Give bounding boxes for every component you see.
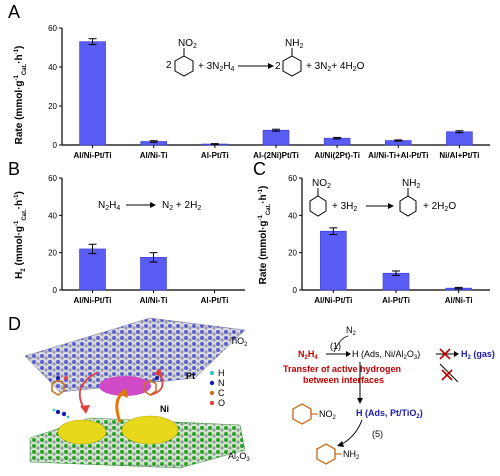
aniline-molecule-icon (143, 376, 159, 396)
catalyst-structure-illustration: TiO2 Pt Ni Al2O3 H N C O (24, 317, 250, 469)
hydrogen-transfer-arrow (115, 390, 125, 423)
transfer-label-line2: between interfaces (303, 375, 384, 385)
chart-a-ylabel: Rate (mmol·g-1Cat.·h-1) (14, 46, 28, 145)
chart-b-category-label: Al/Ni-Ti (140, 296, 168, 305)
panel-label-c: C (253, 159, 266, 179)
chart-b-ytick-label: 40 (48, 211, 57, 220)
chart-b-bar (140, 257, 167, 291)
chart-b: 0 20 40 60 Al/Ni-Pt/Ti Al/Ni-Ti Al-Pt/Ti (48, 174, 245, 305)
svg-text:NH2: NH2 (285, 38, 303, 50)
panel-label-b: B (8, 159, 20, 179)
svg-text:2: 2 (275, 61, 281, 72)
svg-text:N: N (218, 378, 225, 388)
chart-b-ytick-label: 20 (48, 249, 57, 258)
chart-a-category-label: Al/Ni-Ti+Al-Pt/Ti (368, 151, 428, 160)
chart-b-category-label: Al-Pt/Ti (201, 296, 229, 305)
svg-text:2: 2 (166, 60, 172, 71)
chart-c-ytick-label: 0 (293, 286, 298, 295)
chart-a-bar (446, 131, 473, 146)
svg-text:O: O (218, 398, 225, 408)
chart-a-bar (262, 129, 290, 146)
chart-c-ytick-label: 20 (288, 249, 297, 258)
svg-text:NO2: NO2 (312, 178, 331, 190)
chart-a-category-label: Al/Ni(2Pt)-Ti (314, 151, 360, 160)
chart-b-ytick-label: 60 (48, 174, 57, 183)
aniline-icon (282, 48, 302, 77)
nitro-label: NO2 (319, 409, 337, 421)
svg-text:NH2: NH2 (402, 178, 420, 190)
element-legend: H N C O (209, 368, 225, 408)
step-5-label: (5) (372, 429, 383, 439)
chart-a-ytick-label: 0 (53, 141, 58, 150)
chart-c-category-label: Al-Pt/Ti (382, 296, 410, 305)
svg-text:+ 3H2: + 3H2 (332, 201, 357, 213)
svg-text:H: H (218, 368, 225, 378)
chart-a-category-label: Al/Ni-Ti (140, 151, 168, 160)
chart-c-ytick-label: 40 (288, 211, 297, 220)
aniline-icon (399, 188, 417, 217)
ni-particle-right (121, 415, 179, 445)
svg-text:+ 3N2H4: + 3N2H4 (198, 61, 235, 73)
h-ads-ni-label: H (Ads, Ni/Al2O3) (352, 349, 420, 361)
mechanism-scheme: N2 (1) N2H4 H (Ads, Ni/Al2O3) H2 (gas) T… (283, 325, 495, 465)
chart-b-category-label: Al/Ni-Pt/Ti (73, 296, 111, 305)
nitrobenzene-scheme-icon (292, 403, 318, 425)
step-1-label: (1) (330, 341, 341, 351)
blocked-cross-icon (439, 348, 451, 360)
chart-c-bar (320, 230, 347, 291)
chart-c-ylabel: Rate (mmol·g-1Cat.·h-1) (258, 186, 272, 285)
amine-label: NH2 (343, 449, 360, 461)
nitrobenzene-molecule-icon (51, 376, 68, 396)
chart-b-ytick-label: 0 (53, 286, 58, 295)
chart-a-ytick-label: 20 (48, 102, 57, 111)
chart-b-equation: N2H4 N2 + 2H2 (98, 200, 201, 212)
chart-c-category-label: Al/Ni-Ti (445, 296, 473, 305)
chart-c: 0 20 40 60 Al/Ni-Pt/Ti Al-Pt/Ti Al/Ni-Ti (288, 174, 490, 305)
chart-a-ytick-label: 40 (48, 63, 57, 72)
svg-text:+ 2H2O: + 2H2O (423, 201, 456, 213)
chart-b-bar (79, 248, 106, 291)
chart-a-category-label: Al-Pt/Ti (201, 151, 229, 160)
ni-particle-left (57, 419, 107, 445)
pt-label: Pt (186, 371, 195, 381)
tio2-layer (24, 317, 246, 393)
hydrazine-molecule-icon (52, 408, 70, 419)
chart-a-equation: 2 NO2 + 3N2H4 2 NH2 + 3N2+ 4H2O (166, 38, 365, 77)
panel-label-d: D (8, 314, 21, 334)
chart-b-ylabel: H2 (mmol·g-1Cat.·h-1) (14, 191, 28, 279)
chart-c-ytick-label: 60 (288, 174, 297, 183)
h-ads-pt-label: H (Ads, Pt/TiO2) (356, 408, 423, 420)
chart-a-category-label: Al-(2Ni)Pt/Ti (253, 151, 299, 160)
chart-a-category-label: Al/Ni-Pt/Ti (74, 151, 112, 160)
tio2-label: TiO2 (230, 336, 248, 348)
blocked-cross-icon (441, 369, 453, 381)
chart-c-category-label: Al/Ni-Pt/Ti (314, 296, 352, 305)
svg-text:N2H4: N2H4 (98, 200, 120, 212)
chart-a: 0 20 40 60 Al/Ni-Pt/Ti Al/Ni-Ti Al-Pt/Ti Al-(2N… (48, 24, 490, 160)
pt-cluster (99, 376, 151, 396)
chart-a-ytick-label: 60 (48, 24, 57, 33)
n2-product: N2 (346, 325, 357, 337)
svg-text:+ 3N2+ 4H2O: + 3N2+ 4H2O (306, 61, 365, 73)
aniline-scheme-icon (316, 443, 342, 465)
chart-a-bar (79, 41, 106, 146)
al2o3-label: Al2O3 (228, 451, 250, 463)
hydrazine-label: N2H4 (298, 349, 318, 361)
nitrobenzene-icon (174, 48, 194, 77)
transfer-label-line1: Transfer of active hydrogen (283, 364, 401, 374)
svg-text:N2 + 2H2: N2 + 2H2 (162, 200, 201, 212)
chart-c-equation: NO2 + 3H2 NH2 + 2H2O (309, 178, 456, 217)
nitrobenzene-icon (309, 188, 327, 217)
ni-label: Ni (160, 404, 169, 414)
h2-gas-label: H2 (gas) (461, 349, 495, 361)
chart-a-category-label: Ni/Al+Pt/Ti (439, 151, 479, 160)
panel-label-a: A (8, 2, 20, 22)
svg-text:NO2: NO2 (178, 38, 197, 50)
svg-text:C: C (218, 388, 225, 398)
